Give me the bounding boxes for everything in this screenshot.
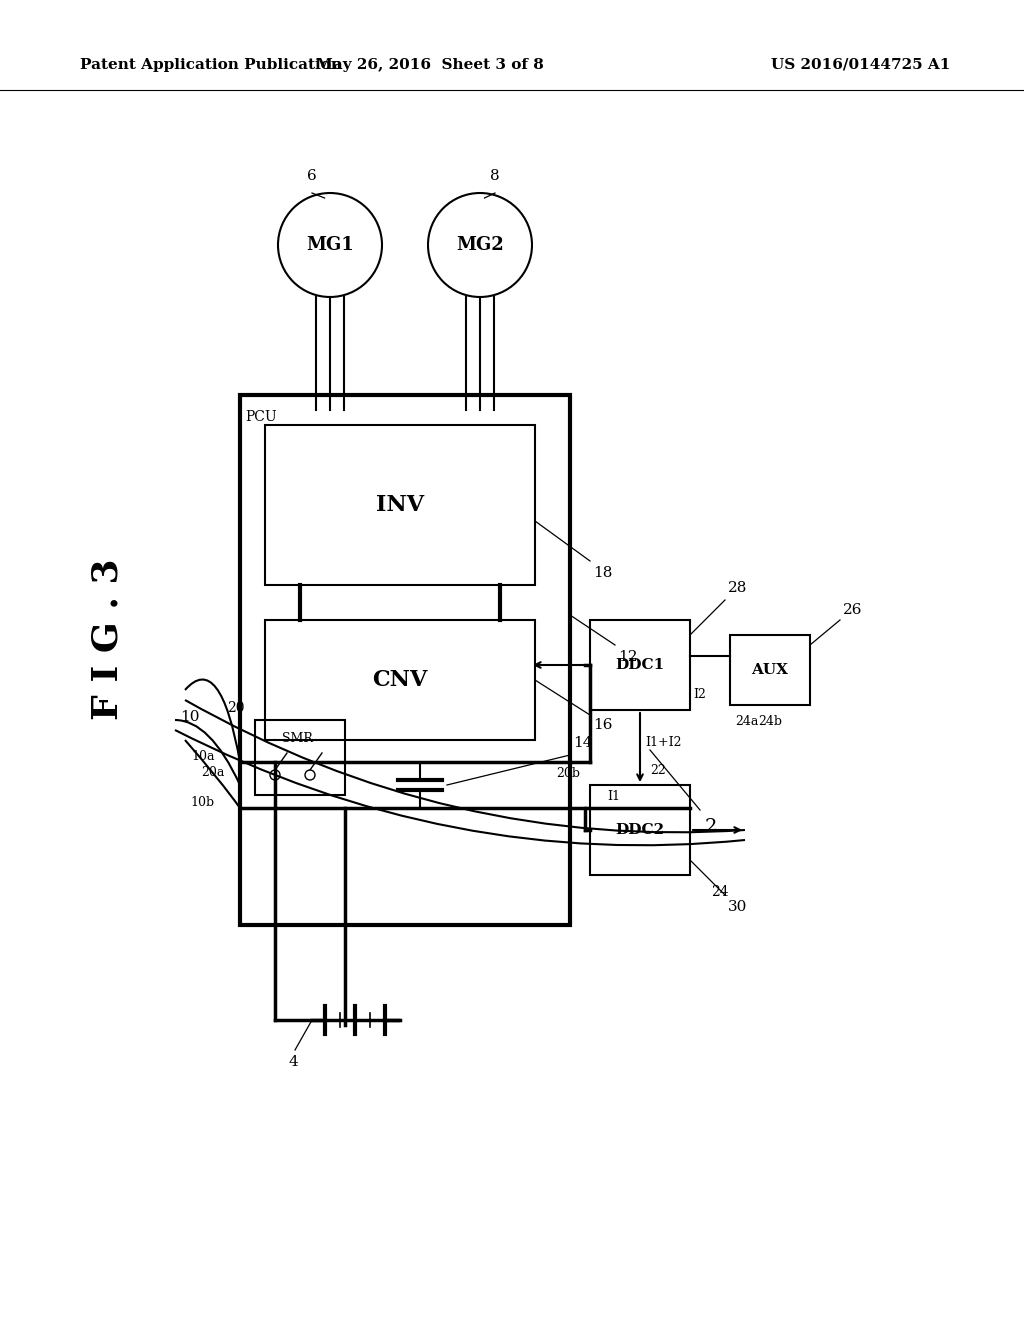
Text: 28: 28 bbox=[728, 581, 748, 595]
Text: US 2016/0144725 A1: US 2016/0144725 A1 bbox=[771, 58, 950, 73]
Text: Patent Application Publication: Patent Application Publication bbox=[80, 58, 342, 73]
Text: 6: 6 bbox=[307, 169, 316, 183]
Bar bbox=[265, 620, 535, 741]
Text: 10: 10 bbox=[180, 710, 200, 723]
Bar bbox=[590, 620, 690, 710]
Text: 30: 30 bbox=[728, 900, 748, 913]
Text: SMR: SMR bbox=[282, 733, 313, 744]
Text: 10b: 10b bbox=[190, 796, 215, 809]
Text: F I G . 3: F I G . 3 bbox=[91, 558, 125, 719]
Text: DDC1: DDC1 bbox=[615, 657, 665, 672]
Text: DDC2: DDC2 bbox=[615, 822, 665, 837]
Text: 12: 12 bbox=[618, 649, 638, 664]
Text: 8: 8 bbox=[490, 169, 500, 183]
Text: 20b: 20b bbox=[556, 767, 580, 780]
Text: 26: 26 bbox=[843, 603, 862, 616]
Bar bbox=[730, 635, 810, 705]
Text: I1+I2: I1+I2 bbox=[645, 737, 682, 748]
Text: 18: 18 bbox=[593, 566, 612, 579]
Text: I1: I1 bbox=[607, 789, 620, 803]
Text: 2: 2 bbox=[705, 818, 718, 836]
Bar bbox=[590, 785, 690, 875]
Text: 24b: 24b bbox=[758, 715, 782, 729]
Text: May 26, 2016  Sheet 3 of 8: May 26, 2016 Sheet 3 of 8 bbox=[316, 58, 544, 73]
Bar bbox=[240, 395, 570, 925]
Text: MG1: MG1 bbox=[306, 236, 354, 253]
Text: 24a: 24a bbox=[735, 715, 759, 729]
Text: 10a: 10a bbox=[191, 751, 215, 763]
Text: 14: 14 bbox=[573, 737, 593, 750]
Text: 20: 20 bbox=[227, 701, 245, 715]
Text: PCU: PCU bbox=[245, 411, 276, 424]
Text: I2: I2 bbox=[693, 689, 706, 701]
Text: 4: 4 bbox=[288, 1055, 298, 1069]
Text: 20a: 20a bbox=[202, 766, 225, 779]
Text: INV: INV bbox=[376, 494, 424, 516]
Bar bbox=[265, 425, 535, 585]
Text: MG2: MG2 bbox=[456, 236, 504, 253]
Text: 22: 22 bbox=[650, 764, 666, 777]
Text: 24: 24 bbox=[712, 884, 729, 899]
Text: 16: 16 bbox=[593, 718, 612, 733]
Text: AUX: AUX bbox=[752, 663, 788, 677]
Bar bbox=[255, 719, 345, 795]
Text: CNV: CNV bbox=[373, 669, 428, 690]
